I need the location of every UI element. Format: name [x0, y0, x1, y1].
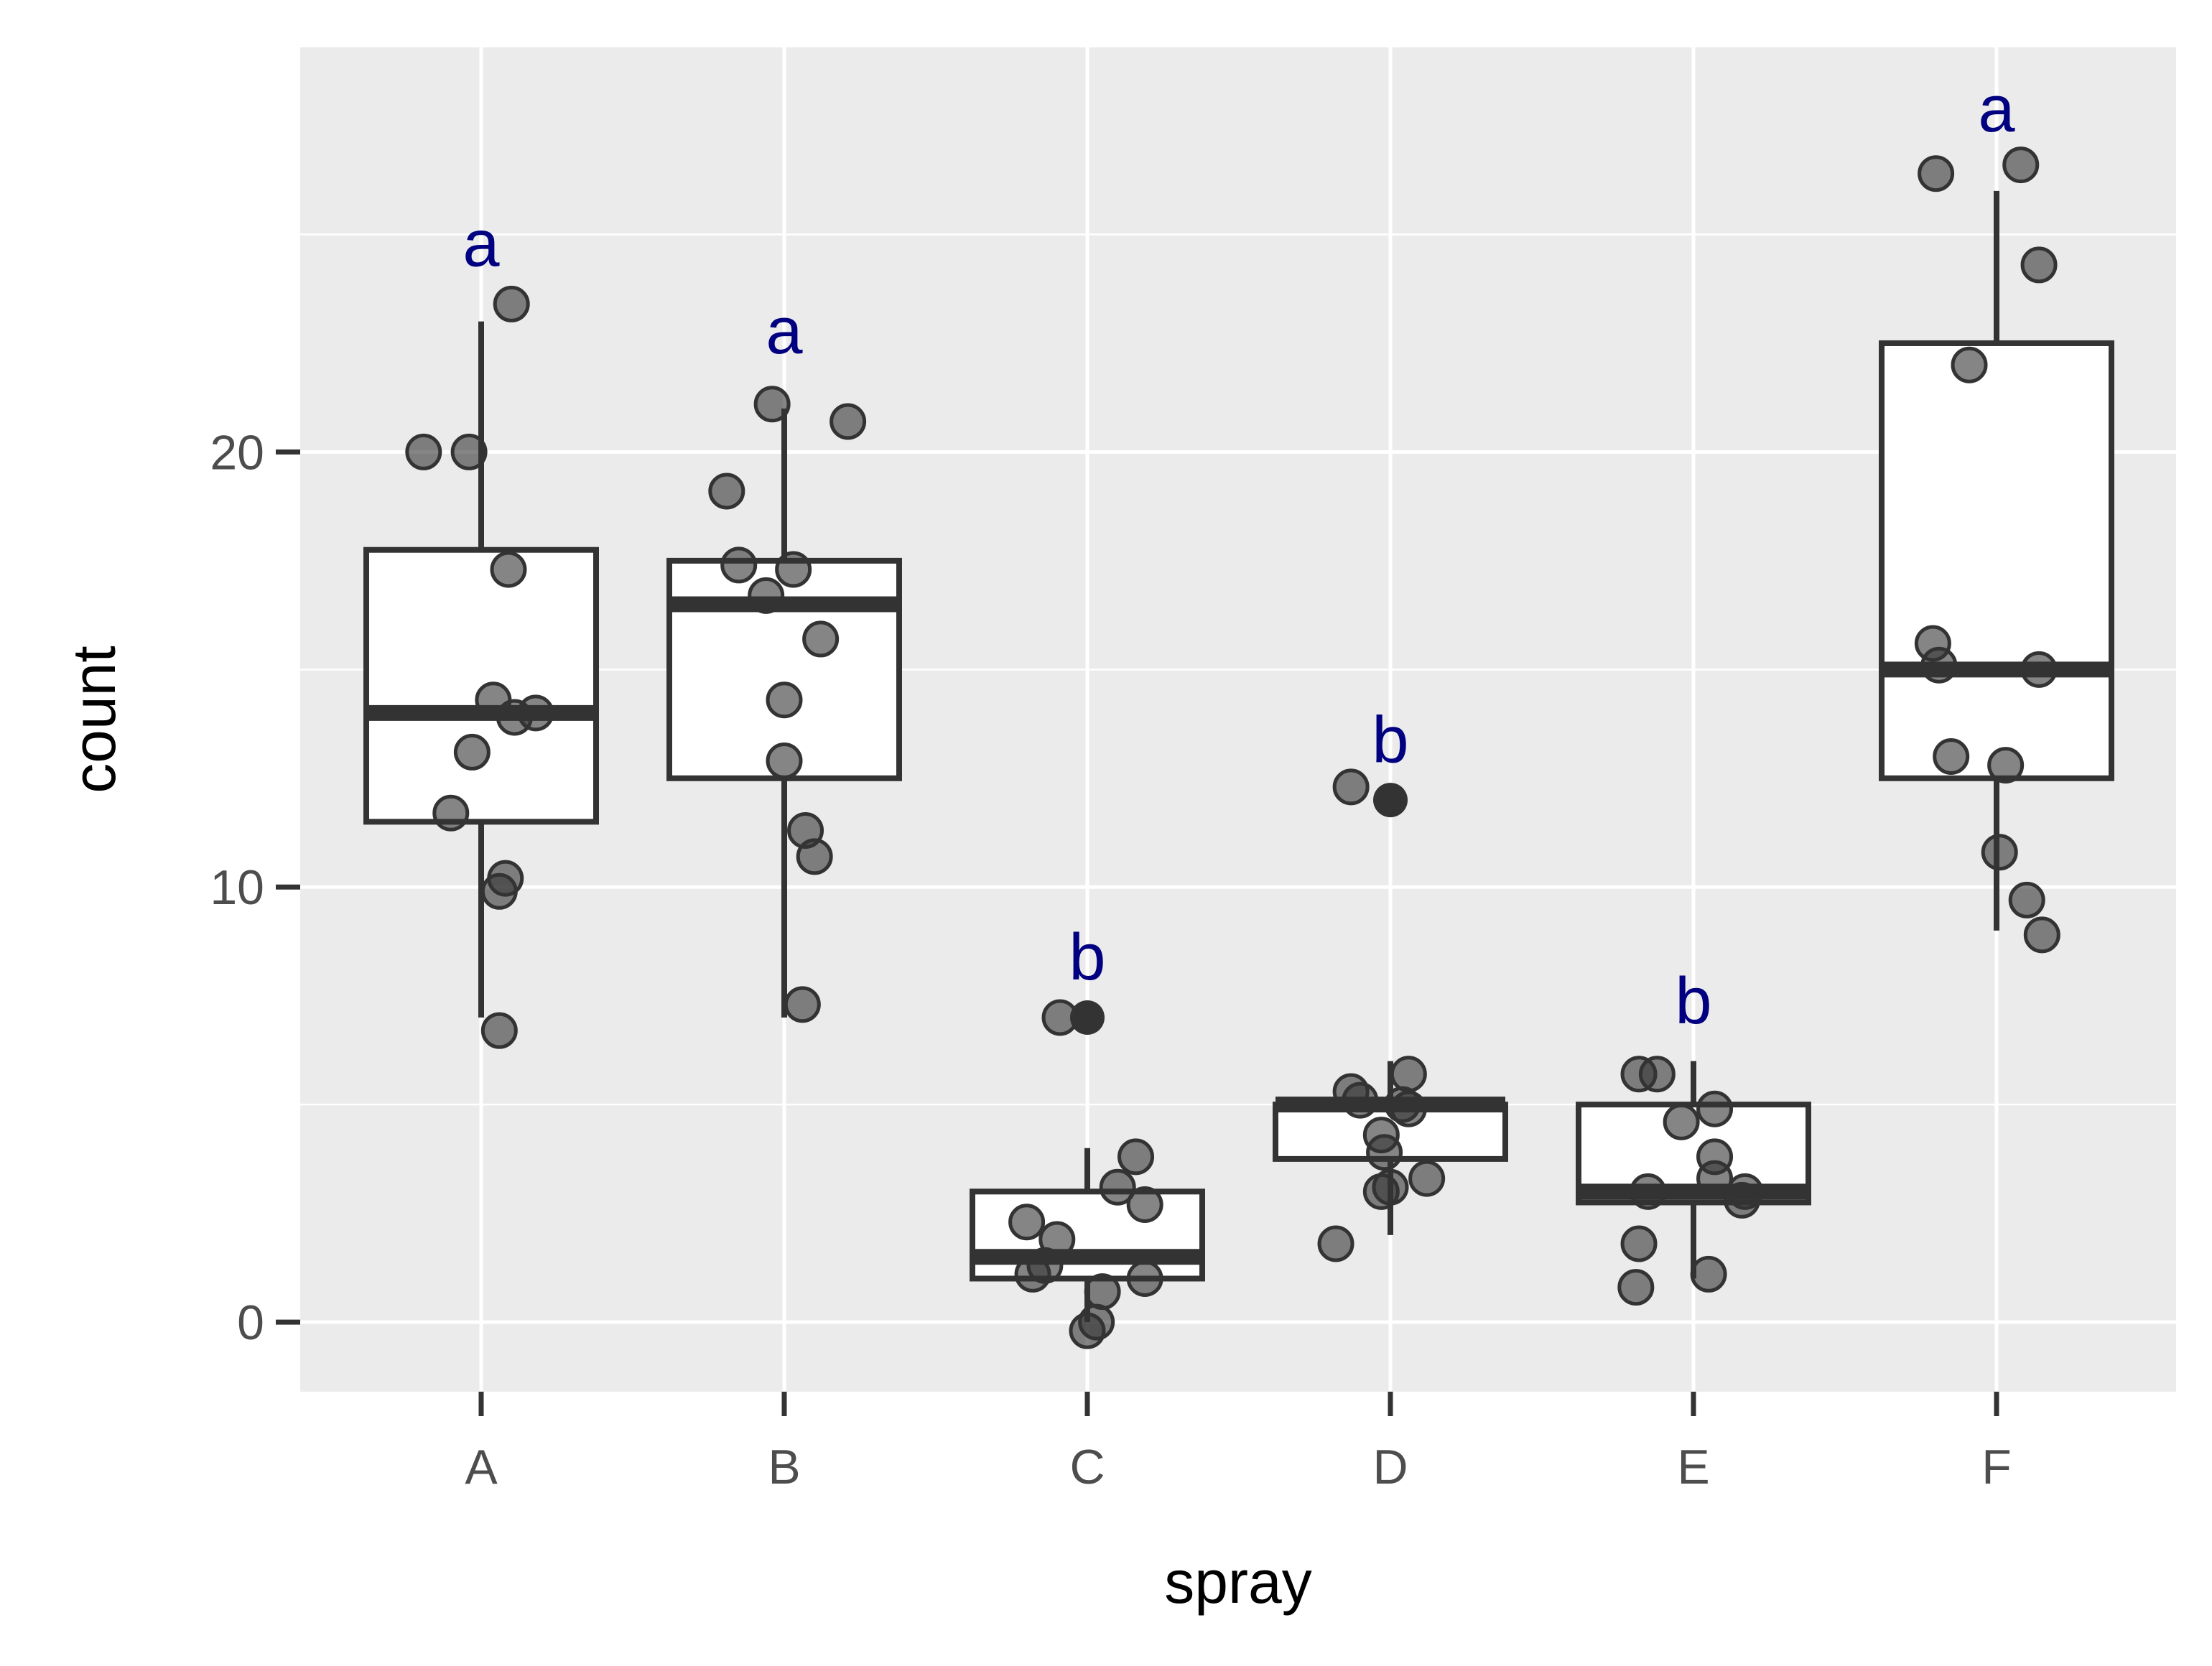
x-tick-label-B: B	[768, 1440, 800, 1494]
y-tick-label: 0	[237, 1295, 264, 1350]
x-tick-label-A: A	[465, 1440, 498, 1494]
data-point	[1620, 1225, 1658, 1262]
box-C	[970, 1000, 1205, 1323]
data-point	[1117, 1138, 1155, 1176]
group-letter-F: a	[1978, 73, 2015, 146]
data-point	[766, 743, 803, 780]
data-point	[2020, 246, 2058, 284]
data-point	[1041, 999, 1079, 1036]
data-point	[1690, 1255, 1727, 1293]
data-point	[432, 794, 470, 832]
data-point	[1617, 1269, 1655, 1306]
data-point	[1630, 1173, 1667, 1210]
box-layer	[363, 190, 2114, 1323]
data-point	[748, 577, 785, 614]
data-point	[1933, 737, 1970, 775]
data-point	[1987, 747, 2025, 784]
data-point	[1084, 1273, 1121, 1311]
data-point	[493, 285, 530, 322]
box-iqr	[363, 546, 599, 825]
data-point	[830, 403, 867, 440]
data-point	[490, 551, 527, 588]
data-point	[1663, 1103, 1700, 1140]
group-letter-B: a	[766, 294, 803, 368]
group-letter-D: b	[1372, 703, 1408, 776]
data-point	[1332, 768, 1370, 806]
data-point	[2008, 881, 2045, 918]
outlier-point	[1070, 1000, 1105, 1035]
data-point	[1014, 1255, 1051, 1293]
data-point	[1920, 646, 1958, 684]
y-axis-title: count	[60, 646, 128, 794]
group-letter-E: b	[1675, 964, 1711, 1038]
data-point	[405, 433, 442, 470]
group-letter-C: b	[1069, 921, 1105, 994]
data-point	[1390, 1056, 1427, 1093]
group-letter-A: a	[463, 208, 500, 281]
data-point	[1951, 346, 1988, 383]
x-tick-label-F: F	[1981, 1440, 2012, 1494]
data-point	[1918, 155, 1955, 192]
data-point	[2020, 651, 2058, 688]
data-point	[1008, 1204, 1046, 1241]
data-point	[708, 473, 745, 510]
y-axis: 0 10 20	[210, 425, 300, 1350]
x-axis: A B C D E F	[465, 1392, 2012, 1494]
point-layer	[405, 146, 2060, 1349]
data-point	[775, 551, 812, 588]
data-point	[480, 1012, 518, 1049]
x-axis-title: spray	[1164, 1548, 1311, 1616]
data-point	[753, 386, 791, 423]
data-point	[1342, 1081, 1379, 1119]
data-point	[720, 546, 758, 584]
data-point	[2002, 146, 2040, 184]
data-point	[1408, 1160, 1446, 1197]
data-point	[1384, 1086, 1421, 1123]
data-point	[1099, 1168, 1136, 1206]
data-point	[1366, 1134, 1403, 1171]
data-point	[796, 838, 833, 875]
data-point	[766, 681, 803, 719]
data-point	[450, 433, 488, 470]
box-iqr	[970, 1188, 1205, 1282]
data-point	[2023, 916, 2060, 954]
x-tick-label-E: E	[1677, 1440, 1709, 1494]
data-point	[1696, 1160, 1734, 1197]
y-tick-label: 10	[210, 860, 264, 915]
x-tick-label-D: D	[1372, 1440, 1408, 1494]
data-point	[802, 620, 840, 658]
data-point	[480, 872, 518, 910]
outlier-point	[1373, 783, 1408, 818]
data-point	[1126, 1260, 1163, 1297]
data-point	[1317, 1225, 1354, 1262]
data-point	[1696, 1090, 1734, 1127]
data-point	[1981, 834, 2018, 871]
data-point	[1069, 1312, 1106, 1349]
data-point	[517, 694, 554, 732]
annotation-layer: a a b b b a	[463, 73, 2015, 1038]
box-F	[1879, 190, 2114, 931]
box-B	[666, 408, 902, 1018]
box-iqr	[1879, 340, 2114, 781]
y-tick-label: 20	[210, 425, 264, 480]
x-tick-label-C: C	[1069, 1440, 1105, 1494]
data-point	[1126, 1186, 1163, 1223]
data-point	[1638, 1056, 1676, 1093]
data-point	[453, 733, 491, 771]
data-point	[1724, 1181, 1761, 1219]
data-point	[784, 986, 821, 1023]
data-point	[1362, 1173, 1400, 1210]
plot-panel	[300, 47, 2176, 1392]
